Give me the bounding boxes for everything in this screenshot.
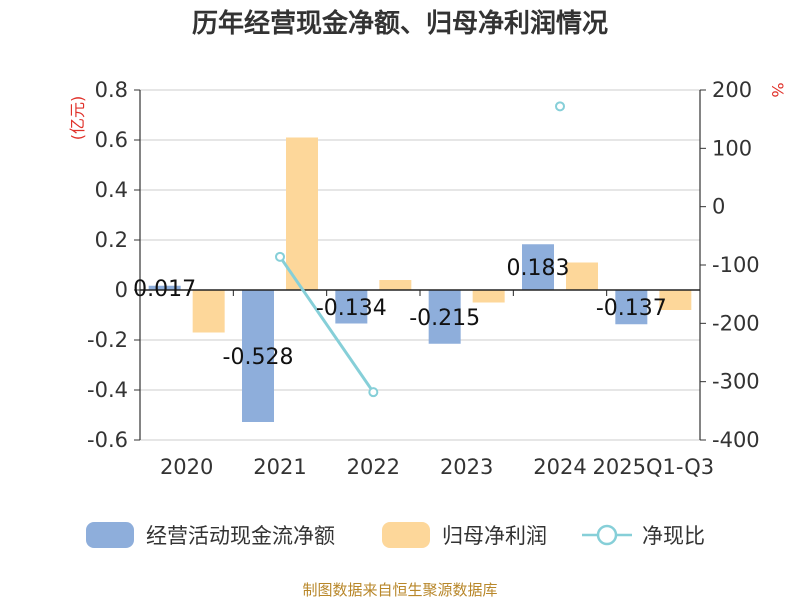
- profit-bar-2025Q1-Q3: [659, 290, 692, 310]
- profit-bar-2021: [286, 137, 318, 290]
- profit-bar-2020: [192, 290, 225, 333]
- left-axis-unit: (亿元): [68, 96, 87, 141]
- cashflow-value-label-2023: -0.215: [409, 306, 480, 331]
- grid: [140, 89, 700, 441]
- cashflow-bar-2024: [522, 244, 554, 290]
- left-tick-label: 0.8: [95, 78, 128, 102]
- right-tick-label: 100: [712, 136, 752, 160]
- cashflow-value-label-2024: 0.183: [507, 256, 570, 281]
- right-tick-label: -300: [712, 370, 760, 394]
- right-tick-label: -400: [712, 428, 760, 452]
- right-tick-label: 200: [712, 78, 752, 102]
- ratio-line: [275, 101, 565, 398]
- legend-marker-ratio: [596, 524, 618, 546]
- right-tick-label: 0: [712, 195, 725, 219]
- ratio-line-segment: [278, 255, 375, 394]
- profit-bar-2024: [566, 262, 598, 290]
- profit-bar-2023: [472, 290, 505, 303]
- right-axis: 200 100 0 -100 -200 -300 -400: [699, 78, 760, 452]
- x-tick-label: 2025Q1-Q3: [593, 455, 715, 479]
- left-tick-label: 0: [115, 278, 128, 302]
- ratio-point-2022: [368, 387, 379, 398]
- cashflow-bar-2020: [148, 285, 181, 290]
- cashflow-bar-2025Q1-Q3: [615, 290, 648, 325]
- x-tick-label: 2022: [347, 455, 400, 479]
- profit-bar-2022: [379, 280, 412, 290]
- left-tick-label: -0.6: [87, 428, 128, 452]
- legend-label-ratio: 净现比: [642, 524, 705, 548]
- cashflow-bar-2021: [242, 290, 274, 422]
- cashflow-value-label-2025Q1-Q3: -0.137: [596, 296, 667, 321]
- x-tick-label: 2020: [160, 455, 213, 479]
- chart-title: 历年经营现金净额、归母净利润情况: [192, 8, 608, 39]
- legend: 经营活动现金流净额 归母净利润 净现比: [86, 522, 705, 548]
- cashflow-value-label-2020: 0.017: [133, 277, 196, 302]
- left-tick-label: 0.6: [95, 128, 128, 152]
- cashflow-value-label-2021: -0.528: [223, 345, 294, 370]
- zero-axis: [140, 289, 700, 296]
- data-labels: 0.017 -0.528 -0.134 -0.215 0.183 -0.137: [133, 256, 667, 370]
- right-axis-unit: %: [768, 82, 787, 97]
- left-tick-label: 0.4: [95, 178, 128, 202]
- data-source: 制图数据来自恒生聚源数据库: [302, 581, 497, 599]
- left-tick-label: -0.4: [87, 378, 128, 402]
- left-tick-label: 0.2: [95, 228, 128, 252]
- right-tick-label: -200: [712, 311, 760, 335]
- left-axis: 0.8 0.6 0.4 0.2 0 -0.2 -0.4 -0.6: [87, 78, 141, 452]
- cashflow-value-label-2022: -0.134: [316, 296, 387, 321]
- cashflow-bar-2023: [428, 290, 461, 344]
- x-axis: 2020 2021 2022 2023 2024 2025Q1-Q3: [160, 455, 714, 479]
- bars: [148, 137, 692, 422]
- ratio-point-2024: [555, 101, 565, 112]
- left-tick-label: -0.2: [87, 328, 128, 352]
- x-tick-label: 2024: [533, 455, 586, 479]
- legend-swatch-cashflow: [86, 522, 134, 548]
- legend-swatch-profit: [382, 522, 430, 548]
- x-tick-label: 2023: [440, 455, 493, 479]
- x-tick-label: 2021: [253, 455, 306, 479]
- legend-label-profit: 归母净利润: [442, 524, 547, 548]
- ratio-point-2021: [275, 251, 285, 262]
- cashflow-bar-2022: [335, 290, 368, 324]
- right-tick-label: -100: [712, 253, 760, 277]
- legend-label-cashflow: 经营活动现金流净额: [146, 524, 335, 548]
